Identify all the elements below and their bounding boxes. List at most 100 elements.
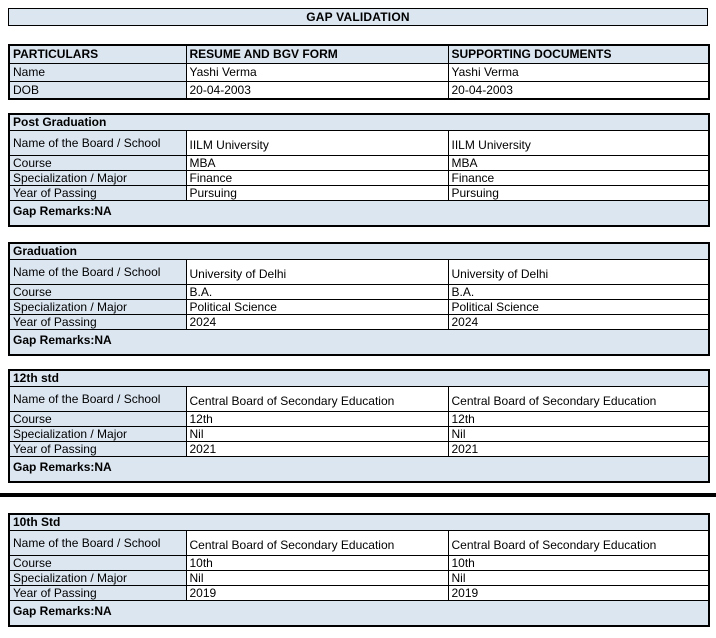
section-title: Post Graduation — [8, 113, 710, 131]
supporting-value: Finance — [447, 169, 710, 186]
gap-remarks: Gap Remarks:NA — [8, 599, 710, 627]
row-label: Name of the Board / School — [8, 129, 187, 156]
table-row: Year of Passing 2024 2024 — [8, 313, 710, 330]
section-table-12th-std: 12th std Name of the Board / School Cent… — [8, 369, 711, 483]
section-header-row: Graduation — [8, 242, 710, 260]
row-label: Specialization / Major — [8, 298, 187, 315]
resume-value: 2021 — [185, 440, 449, 457]
section-header-row: Post Graduation — [8, 113, 710, 131]
row-label: Course — [8, 283, 187, 300]
supporting-value: B.A. — [447, 283, 710, 300]
page-break-line — [0, 493, 716, 497]
resume-value: Political Science — [185, 298, 449, 315]
row-label: Year of Passing — [8, 313, 187, 330]
table-row: Year of Passing 2019 2019 — [8, 584, 710, 601]
supporting-value: 2019 — [447, 584, 710, 601]
supporting-value: Nil — [447, 425, 710, 442]
section-header-row: 12th std — [8, 369, 710, 387]
supporting-value: 20-04-2003 — [447, 80, 710, 100]
gap-remarks-row: Gap Remarks:NA — [8, 199, 710, 227]
table-row: DOB 20-04-2003 20-04-2003 — [8, 80, 710, 100]
supporting-value: MBA — [447, 154, 710, 171]
supporting-value: 12th — [447, 410, 710, 427]
table-row: Name of the Board / School Central Board… — [8, 385, 710, 412]
table-row: Specialization / Major Finance Finance — [8, 169, 710, 186]
supporting-value: Nil — [447, 569, 710, 586]
row-label: Course — [8, 154, 187, 171]
table-row: Specialization / Major Political Science… — [8, 298, 710, 315]
resume-value: 12th — [185, 410, 449, 427]
resume-value: Nil — [185, 569, 449, 586]
resume-value: Central Board of Secondary Education — [185, 385, 449, 412]
supporting-value: University of Delhi — [447, 258, 710, 285]
section-header-row: 10th Std — [8, 513, 710, 531]
table-header-row: PARTICULARS RESUME AND BGV FORM SUPPORTI… — [8, 44, 710, 64]
resume-value: MBA — [185, 154, 449, 171]
row-label: Specialization / Major — [8, 569, 187, 586]
resume-value: 20-04-2003 — [185, 80, 449, 100]
resume-value: Pursuing — [185, 184, 449, 201]
supporting-value: 2024 — [447, 313, 710, 330]
resume-value: 2019 — [185, 584, 449, 601]
row-label: DOB — [8, 80, 187, 100]
resume-value: University of Delhi — [185, 258, 449, 285]
table-row: Name Yashi Verma Yashi Verma — [8, 62, 710, 82]
resume-value: 10th — [185, 554, 449, 571]
resume-value: B.A. — [185, 283, 449, 300]
row-label: Course — [8, 554, 187, 571]
gap-validation-document: GAP VALIDATION PARTICULARS RESUME AND BG… — [0, 8, 716, 638]
resume-value: Central Board of Secondary Education — [185, 529, 449, 556]
resume-value: Finance — [185, 169, 449, 186]
column-header-resume: RESUME AND BGV FORM — [185, 44, 449, 64]
section-table-10th-std: 10th Std Name of the Board / School Cent… — [8, 513, 711, 627]
table-row: Year of Passing 2021 2021 — [8, 440, 710, 457]
particulars-table: PARTICULARS RESUME AND BGV FORM SUPPORTI… — [8, 44, 710, 100]
row-label: Specialization / Major — [8, 425, 187, 442]
table-row: Course B.A. B.A. — [8, 283, 710, 300]
row-label: Name of the Board / School — [8, 385, 187, 412]
section-table-graduation: Graduation Name of the Board / School Un… — [8, 242, 711, 356]
section-table-post-graduation: Post Graduation Name of the Board / Scho… — [8, 113, 710, 227]
supporting-value: Central Board of Secondary Education — [447, 529, 710, 556]
supporting-value: Yashi Verma — [447, 62, 710, 82]
table-row: Year of Passing Pursuing Pursuing — [8, 184, 710, 201]
row-label: Name of the Board / School — [8, 258, 187, 285]
table-row: Course 10th 10th — [8, 554, 710, 571]
resume-value: Yashi Verma — [185, 62, 449, 82]
section-title: 12th std — [8, 369, 710, 387]
row-label: Name — [8, 62, 187, 82]
row-label: Course — [8, 410, 187, 427]
gap-remarks-row: Gap Remarks:NA — [8, 328, 710, 356]
table-row: Name of the Board / School University of… — [8, 258, 710, 285]
row-label: Year of Passing — [8, 584, 187, 601]
resume-value: IILM University — [185, 129, 449, 156]
section-title: 10th Std — [8, 513, 710, 531]
gap-remarks-row: Gap Remarks:NA — [8, 599, 710, 627]
row-label: Specialization / Major — [8, 169, 187, 186]
resume-value: Nil — [185, 425, 449, 442]
supporting-value: 10th — [447, 554, 710, 571]
table-row: Course MBA MBA — [8, 154, 710, 171]
supporting-value: 2021 — [447, 440, 710, 457]
supporting-value: Political Science — [447, 298, 710, 315]
gap-remarks: Gap Remarks:NA — [8, 199, 710, 227]
row-label: Year of Passing — [8, 440, 187, 457]
document-title: GAP VALIDATION — [8, 8, 708, 26]
table-row: Specialization / Major Nil Nil — [8, 569, 710, 586]
row-label: Year of Passing — [8, 184, 187, 201]
resume-value: 2024 — [185, 313, 449, 330]
supporting-value: Central Board of Secondary Education — [447, 385, 710, 412]
table-row: Course 12th 12th — [8, 410, 710, 427]
table-row: Name of the Board / School IILM Universi… — [8, 129, 710, 156]
column-header-particulars: PARTICULARS — [8, 44, 187, 64]
supporting-value: Pursuing — [447, 184, 710, 201]
column-header-supporting: SUPPORTING DOCUMENTS — [447, 44, 710, 64]
supporting-value: IILM University — [447, 129, 710, 156]
section-title: Graduation — [8, 242, 710, 260]
table-row: Name of the Board / School Central Board… — [8, 529, 710, 556]
gap-remarks: Gap Remarks:NA — [8, 455, 710, 483]
table-row: Specialization / Major Nil Nil — [8, 425, 710, 442]
row-label: Name of the Board / School — [8, 529, 187, 556]
gap-remarks-row: Gap Remarks:NA — [8, 455, 710, 483]
gap-remarks: Gap Remarks:NA — [8, 328, 710, 356]
